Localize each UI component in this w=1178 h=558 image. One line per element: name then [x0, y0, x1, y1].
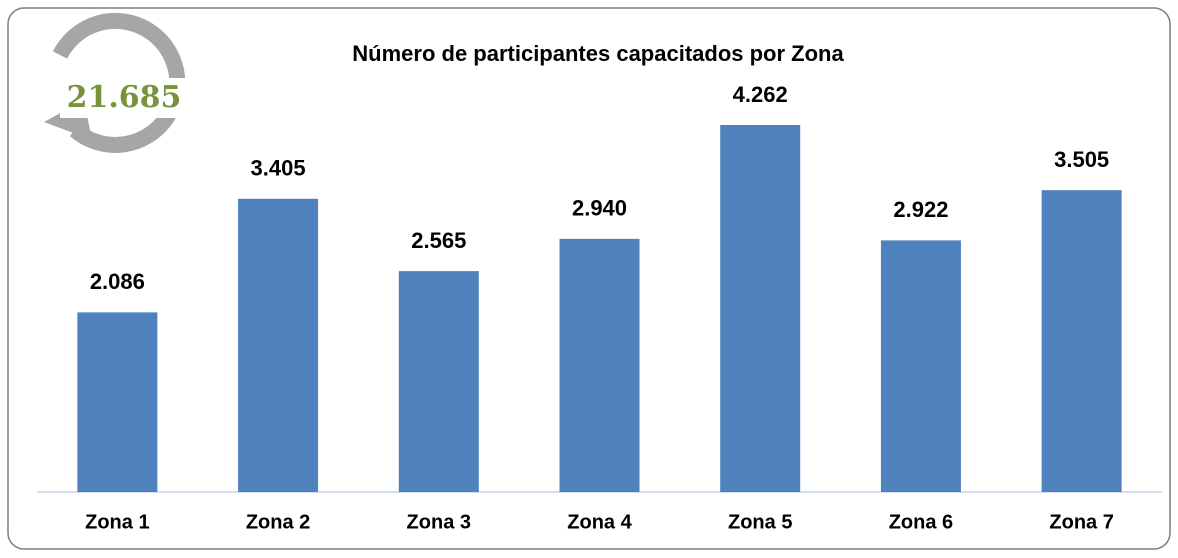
bar [559, 238, 640, 492]
value-label: 2.565 [411, 228, 466, 253]
total-badge: 21.685 [44, 13, 188, 153]
cycle-arrow [52, 13, 186, 153]
bar [398, 271, 479, 492]
x-tick-label: Zona 1 [85, 511, 149, 533]
value-label: 3.405 [251, 156, 306, 181]
chart-title: Número de participantes capacitados por … [352, 41, 844, 66]
value-label: 2.086 [90, 269, 145, 294]
x-tick-label: Zona 3 [407, 511, 471, 533]
bar [880, 240, 961, 492]
value-label: 4.262 [733, 82, 788, 107]
x-tick-label: Zona 6 [889, 511, 953, 533]
x-tick-label: Zona 7 [1049, 511, 1113, 533]
bar [720, 125, 801, 492]
value-label: 2.922 [893, 197, 948, 222]
x-tick-label: Zona 5 [728, 511, 792, 533]
total-label: 21.685 [67, 80, 182, 115]
x-tick-label: Zona 2 [246, 511, 310, 533]
value-label: 2.940 [572, 196, 627, 221]
bar [238, 198, 319, 492]
bar [77, 312, 158, 492]
bar [1041, 190, 1122, 492]
x-tick-label: Zona 4 [567, 511, 632, 533]
value-label: 3.505 [1054, 147, 1109, 172]
total-background [60, 78, 188, 118]
